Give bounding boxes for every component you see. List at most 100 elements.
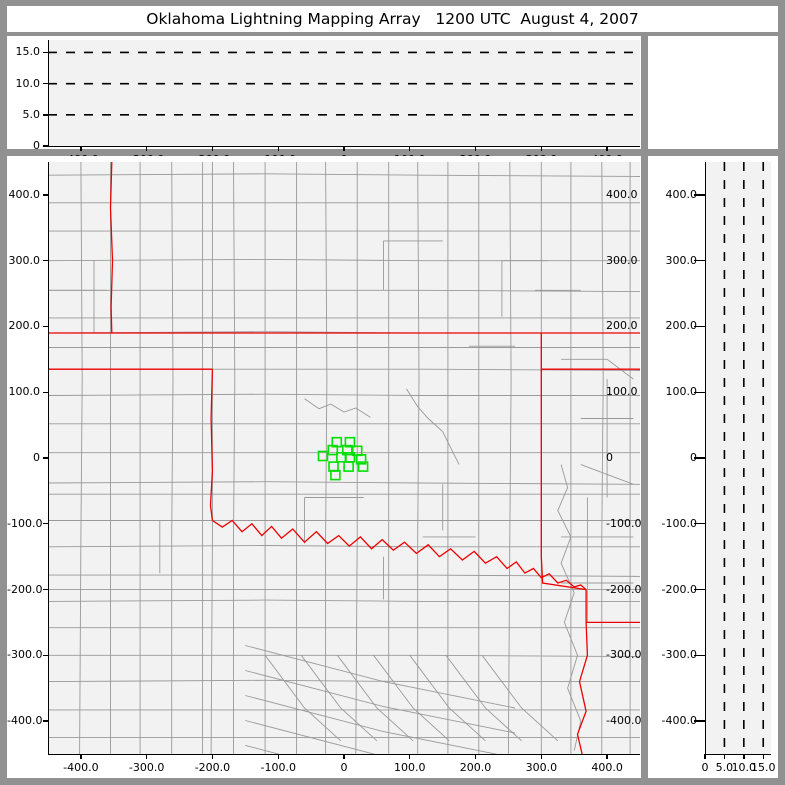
right-y-tick-label: 300.0 [665,253,698,267]
y-tick [43,391,48,393]
y-tick [700,457,705,459]
right-y-tick-label: -400.0 [661,714,697,728]
x-tick [540,146,543,151]
x-tick [409,754,411,759]
map-x-tick-label: -300.0 [128,761,165,774]
map-y-tick-label-left: 300.0 [8,253,41,267]
map-y-tick-label-left: 200.0 [8,319,41,333]
x-tick [762,754,764,759]
y-tick [43,325,48,328]
river-line [304,398,371,418]
county-line-diag [245,695,498,754]
right-y-tick-label: -300.0 [661,648,697,662]
map-x-tick-label: -400.0 [63,761,99,774]
y-tick [43,523,48,525]
county-line-diag [245,645,516,709]
map-y-tick-label-right: -300.0 [606,648,642,662]
state-border-co-ks [109,162,114,334]
county-line-h [561,358,634,380]
x-tick [80,146,82,151]
county-line-h [48,481,640,485]
right-altitude-panel: -400.0 -300.0 -200.0 -100.0 0 100.0 200.0 300.0… [606,156,778,778]
map-x-tick-label: 400.0 [591,761,623,774]
map-y-tick-label-left: 0 [33,451,40,464]
x-tick [277,146,279,151]
y-tick [700,588,705,591]
county-line-h [48,545,640,548]
y-tick-right [694,457,700,459]
y-tick [700,194,705,196]
map-y-tick-label-left: -100.0 [7,516,43,530]
county-line-diag [245,670,516,734]
county-line-h [48,679,640,683]
lightning-source-marker [328,461,339,472]
lightning-source-marker [327,444,339,456]
county-line-h [48,574,640,577]
map-y-tick-label-left: -200.0 [7,582,43,596]
county-line-diag [445,655,522,742]
upper-right-blank-panel [648,36,778,149]
map-plot-area[interactable] [48,162,640,754]
x-tick [474,146,477,151]
right-y-tick-label: -100.0 [661,516,697,530]
county-line-v [417,162,420,754]
county-map-svg [48,162,640,754]
lightning-source-marker [343,461,354,472]
x-tick [704,754,706,759]
top-altitude-panel: 05.010.015.0-400.0-300.0-200.0-100.00100… [7,36,641,166]
right-y-tick-label: 200.0 [665,319,698,333]
x-tick [606,754,608,759]
county-line-v [79,162,83,754]
county-line-v [325,162,328,754]
x-tick [743,754,745,759]
lightning-source-marker [344,436,356,448]
county-line-diag [373,655,450,742]
state-border-red-river [212,519,587,591]
right-y-tick-label: 0 [648,451,697,464]
y-tick [43,114,48,116]
right-y-tick-label: 400.0 [665,187,698,201]
map-y-tick-label-right: -100.0 [606,516,642,530]
map-y-axis-line [48,162,49,754]
right-x-tick-label: 15.0 [750,761,776,774]
y-tick [700,654,705,657]
map-y-tick-label-right: -400.0 [606,714,642,728]
lightning-source-marker [357,461,369,472]
right-plot-area[interactable] [705,162,771,754]
county-line-h [48,173,640,177]
y-tick-right [694,654,700,657]
county-line-v [171,162,174,754]
map-y-tick-label-left: -300.0 [7,648,43,662]
x-tick [343,754,345,759]
map-y-tick-label-left: 400.0 [8,187,41,201]
y-tick [700,259,705,262]
title-bar: Oklahoma Lightning Mapping Array 1200 UT… [7,6,778,32]
county-line-h [48,654,640,658]
county-line-v [233,162,236,754]
county-line-diag [300,655,378,742]
y-tick-right [694,720,700,722]
state-border-ar-tx [576,589,589,754]
map-y-tick-label-right: 100.0 [606,385,638,399]
right-x-tick-label: 10.0 [731,761,757,774]
county-line-h [48,393,640,396]
y-tick [700,720,705,722]
right-y-axis-line [705,162,706,754]
x-tick [540,754,543,759]
map-x-tick-label: 100.0 [394,761,426,774]
map-x-tick-label: 200.0 [459,761,492,774]
x-tick [145,146,148,151]
x-tick [474,754,477,759]
top-plot-area[interactable] [48,40,640,146]
county-line-diag [409,655,486,742]
right-y-tick-label: 100.0 [665,385,698,399]
x-tick [277,754,279,759]
x-tick [409,146,411,151]
x-tick [211,754,214,759]
map-y-tick-label-left: 100.0 [8,385,41,399]
x-tick [343,146,345,151]
y-tick [43,588,48,591]
map-x-tick-label: 0 [340,761,348,774]
county-line-diag [481,655,559,742]
y-tick [43,457,48,459]
